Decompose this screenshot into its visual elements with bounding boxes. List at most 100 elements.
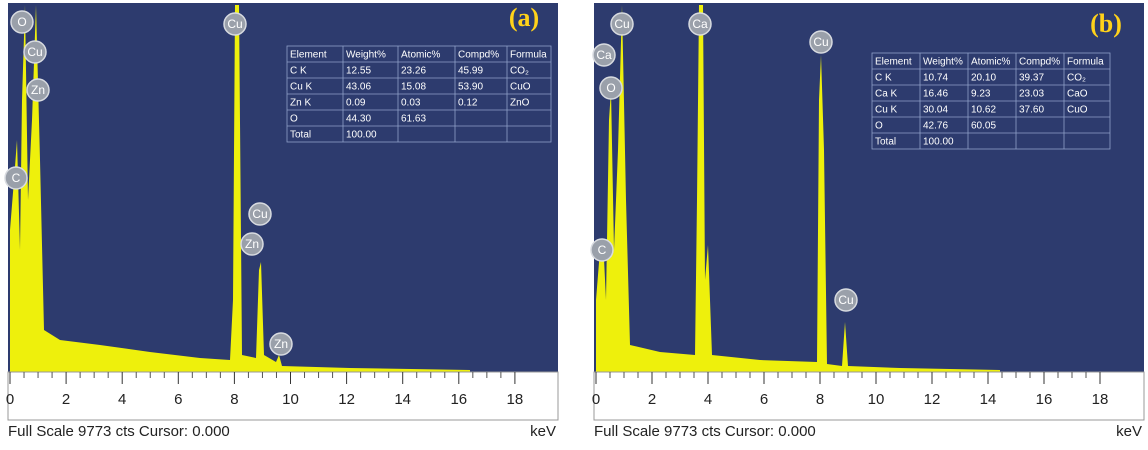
footer: Full Scale 9773 cts Cursor: 0.000: [8, 423, 230, 440]
panel-label: (a): [509, 3, 539, 32]
plot-area: [8, 3, 558, 372]
table-cell: Atomic%: [971, 57, 1011, 68]
badge-circle: [10, 10, 34, 34]
table-cell: 100.00: [346, 130, 377, 141]
table-cell: Element: [875, 57, 912, 68]
peak-label: Ca: [596, 48, 612, 62]
x-tick-label: 8: [230, 391, 238, 408]
table-cell: Element: [290, 50, 327, 61]
x-tick-label: 10: [282, 391, 299, 408]
badge-circle: [590, 238, 614, 262]
peak-label: Cu: [838, 293, 853, 307]
badge-circle: [240, 232, 264, 256]
badge-circle: [269, 332, 293, 356]
table-cell: 53.90: [458, 82, 483, 93]
badge-circle: [610, 12, 634, 36]
axis-strip: [7, 371, 559, 421]
peak-label: Cu: [813, 35, 828, 49]
table-cell: CO₂: [510, 66, 529, 77]
table-cell: 44.30: [346, 114, 371, 125]
table-cell: 0.03: [401, 98, 421, 109]
table-cell: 9.23: [971, 89, 991, 100]
peak-badge: C: [590, 238, 614, 262]
peak-badge: C: [4, 166, 28, 190]
table-cell: ZnO: [510, 98, 530, 109]
x-tick-label: 4: [118, 391, 126, 408]
peak-badge: O: [599, 76, 623, 100]
peak-label: Ca: [692, 17, 708, 31]
peak-badge: Zn: [240, 232, 264, 256]
table-cell: Weight%: [346, 50, 386, 61]
x-tick-label: 8: [816, 391, 824, 408]
table-cell: Zn K: [290, 98, 311, 109]
badge-circle: [26, 78, 50, 102]
peak-label: Zn: [245, 237, 259, 251]
table-cell: O: [290, 114, 298, 125]
x-tick-label: 0: [6, 391, 14, 408]
peak-label: Cu: [252, 207, 267, 221]
table-cell: 45.99: [458, 66, 483, 77]
x-tick-label: 18: [1092, 391, 1109, 408]
peak-label: O: [606, 81, 615, 95]
table-cell: O: [875, 121, 883, 132]
peak-label: C: [12, 171, 21, 185]
table-cell: CaO: [1067, 89, 1088, 100]
x-tick-label: 12: [924, 391, 941, 408]
table-cell: 15.08: [401, 82, 426, 93]
x-tick-label: 2: [62, 391, 70, 408]
table-cell: 16.46: [923, 89, 948, 100]
peak-badge: Cu: [610, 12, 634, 36]
peak-label: Zn: [274, 337, 288, 351]
table-cell: C K: [875, 73, 892, 84]
x-tick-label: 14: [394, 391, 411, 408]
table-cell: Atomic%: [401, 50, 441, 61]
badge-circle: [599, 76, 623, 100]
table-cell: 10.74: [923, 73, 948, 84]
badge-circle: [834, 288, 858, 312]
table-cell: 12.55: [346, 66, 371, 77]
peak-label: O: [17, 15, 26, 29]
table-cell: Ca K: [875, 89, 898, 100]
table-cell: 23.03: [1019, 89, 1044, 100]
table-cell: 61.63: [401, 114, 426, 125]
badge-circle: [23, 40, 47, 64]
badge-circle: [809, 30, 833, 54]
peak-badge: Cu: [248, 202, 272, 226]
x-tick-label: 18: [507, 391, 524, 408]
badge-circle: [688, 12, 712, 36]
table-cell: CO₂: [1067, 73, 1086, 84]
peak-label: C: [598, 243, 607, 257]
peak-badge: Ca: [688, 12, 712, 36]
x-tick-label: 16: [1036, 391, 1053, 408]
x-tick-label: 0: [592, 391, 600, 408]
peak-badge: Cu: [834, 288, 858, 312]
badge-circle: [223, 12, 247, 36]
badge-circle: [4, 166, 28, 190]
table-cell: Compd%: [1019, 57, 1060, 68]
table-cell: Cu K: [875, 105, 898, 116]
x-tick-label: 2: [648, 391, 656, 408]
unit-label: keV: [1116, 423, 1142, 440]
x-tick-label: 6: [760, 391, 768, 408]
spectrum: [10, 5, 470, 372]
peak-badge: Cu: [223, 12, 247, 36]
peak-badge: Zn: [26, 78, 50, 102]
footer: Full Scale 9773 cts Cursor: 0.000: [594, 423, 816, 440]
table-cell: 20.10: [971, 73, 996, 84]
table-cell: 0.12: [458, 98, 478, 109]
table-cell: C K: [290, 66, 307, 77]
spectrum: [596, 5, 1000, 372]
table-cell: 60.05: [971, 121, 996, 132]
table-cell: 23.26: [401, 66, 426, 77]
table-cell: 0.09: [346, 98, 366, 109]
table-cell: Total: [290, 130, 311, 141]
table-cell: Cu K: [290, 82, 313, 93]
table-cell: 30.04: [923, 105, 948, 116]
peak-badge: Ca: [592, 43, 616, 67]
x-tick-label: 14: [980, 391, 997, 408]
x-tick-label: 12: [338, 391, 355, 408]
table-cell: 37.60: [1019, 105, 1044, 116]
peak-badge: Zn: [269, 332, 293, 356]
table-cell: 10.62: [971, 105, 996, 116]
